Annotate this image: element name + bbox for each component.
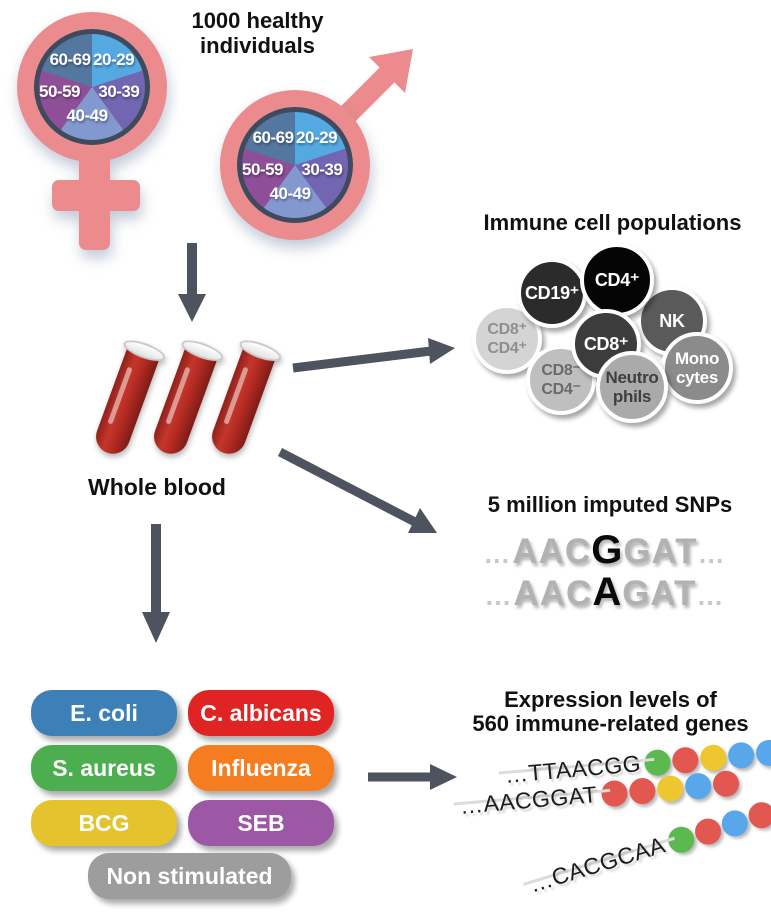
expression-title: Expression levels of 560 immune-related …: [450, 688, 771, 736]
expression-dot: [683, 771, 712, 800]
expression-dot: [711, 769, 740, 798]
snp-sequence-2: …AACAGAT…: [440, 570, 770, 614]
stimulus-label: C. albicans: [200, 699, 322, 726]
cohort-title: 1000 healthy individuals: [160, 8, 355, 58]
stimulus-label: E. coli: [70, 699, 138, 726]
arrow-blood-to-snps: [277, 448, 437, 533]
cell-label: CD19⁺: [524, 282, 580, 303]
gene-sequence: …AACGGAT: [458, 781, 599, 819]
arrow-individuals-to-blood: [178, 243, 206, 322]
expression-dot: [744, 798, 771, 832]
seq-letters: AAC: [513, 574, 593, 613]
stimulus-label: Non stimulated: [106, 862, 273, 889]
stimulus-c-albicans: C. albicans: [188, 690, 334, 736]
seq-variant-letter: A: [592, 570, 623, 614]
seq-dots: …: [484, 581, 514, 611]
expression-dot: [755, 738, 771, 767]
stimulus-non-stimulated: Non stimulated: [88, 853, 291, 899]
cell-label: NK: [659, 310, 685, 331]
age-label-30-39: 30-39: [301, 159, 343, 179]
expression-dot: [600, 778, 629, 808]
cell-label: CD4⁺: [594, 269, 640, 290]
blood-tubes-icon: [91, 336, 284, 470]
stimulus-label: Influenza: [211, 754, 311, 781]
cell-label: Neutro phils: [605, 368, 659, 406]
seq-dots: …: [696, 581, 726, 611]
cell-label: CD8⁺: [583, 333, 629, 354]
age-label-40-49: 40-49: [66, 106, 108, 126]
expression-dot: [627, 776, 657, 805]
cell-label: CD8⁺ CD4⁺: [487, 321, 527, 357]
snp-sequence-1: …AACGGAT…: [440, 528, 770, 572]
expression-dot: [671, 745, 700, 774]
stimulus-seb: SEB: [188, 800, 334, 846]
stimulus-label: SEB: [237, 809, 285, 836]
stimulus-bcg: BCG: [31, 800, 177, 846]
arrow-blood-to-immune-cells: [292, 338, 455, 373]
cell-circle-cd4: CD4⁺: [580, 243, 654, 317]
whole-blood-label: Whole blood: [88, 474, 226, 500]
gene-sequence: …CACGCAA: [526, 831, 669, 898]
expression-dot: [718, 806, 751, 840]
age-label-50-59: 50-59: [242, 159, 283, 179]
seq-letters: GAT: [622, 574, 697, 613]
female-age-pie-chart: 60-69 20-29 50-59 30-39 40-49: [34, 29, 150, 145]
age-label-60-69: 60-69: [252, 127, 294, 147]
age-label-40-49: 40-49: [269, 184, 311, 204]
expression-title-line2: 560 immune-related genes: [472, 711, 749, 736]
male-symbol-icon: 60-69 20-29 50-59 30-39 40-49: [220, 90, 370, 240]
cell-circle-cd19: CD19⁺: [517, 258, 587, 328]
cohort-title-line1: 1000 healthy: [191, 8, 324, 33]
seq-dots: …: [697, 539, 727, 569]
stimulus-influenza: Influenza: [188, 745, 334, 791]
female-symbol-icon: 60-69 20-29 50-59 30-39 40-49: [17, 12, 167, 250]
stimulus-ecoli: E. coli: [31, 690, 177, 736]
expression-dot: [643, 748, 672, 777]
age-label-30-39: 30-39: [98, 81, 140, 101]
expression-dot: [727, 740, 756, 769]
expression-dot: [655, 774, 685, 803]
stimulus-s-aureus: S. aureus: [31, 745, 177, 791]
expression-title-line1: Expression levels of: [504, 687, 717, 712]
seq-dots: …: [483, 539, 513, 569]
snp-sequences: …AACGGAT… …AACAGAT…: [440, 528, 770, 614]
arrow-stimuli-to-expression: [368, 764, 457, 790]
seq-letters: GAT: [623, 532, 698, 571]
cell-label: CD8⁻ CD4⁻: [541, 362, 581, 398]
seq-letters: AAC: [512, 532, 592, 571]
age-label-60-69: 60-69: [49, 49, 91, 69]
male-age-pie-chart: 60-69 20-29 50-59 30-39 40-49: [237, 107, 353, 223]
cell-label: Mono cytes: [674, 349, 720, 387]
cohort-title-line2: individuals: [200, 33, 315, 58]
stimulus-label: BCG: [78, 809, 130, 836]
age-label-20-29: 20-29: [93, 49, 135, 69]
seq-variant-letter: G: [591, 528, 624, 572]
expression-dot: [691, 814, 724, 848]
expression-dot: [699, 743, 728, 772]
female-cross-horizontal: [52, 180, 140, 211]
snp-title: 5 million imputed SNPs: [487, 492, 733, 517]
cell-circle-monocytes: Mono cytes: [661, 332, 733, 404]
age-label-20-29: 20-29: [296, 127, 338, 147]
immune-populations-title: Immune cell populations: [483, 210, 742, 235]
stimulus-label: S. aureus: [52, 754, 156, 781]
age-label-50-59: 50-59: [39, 81, 80, 101]
cell-circle-neutrophils: Neutro phils: [596, 351, 668, 423]
arrow-blood-to-stimuli: [142, 524, 170, 643]
